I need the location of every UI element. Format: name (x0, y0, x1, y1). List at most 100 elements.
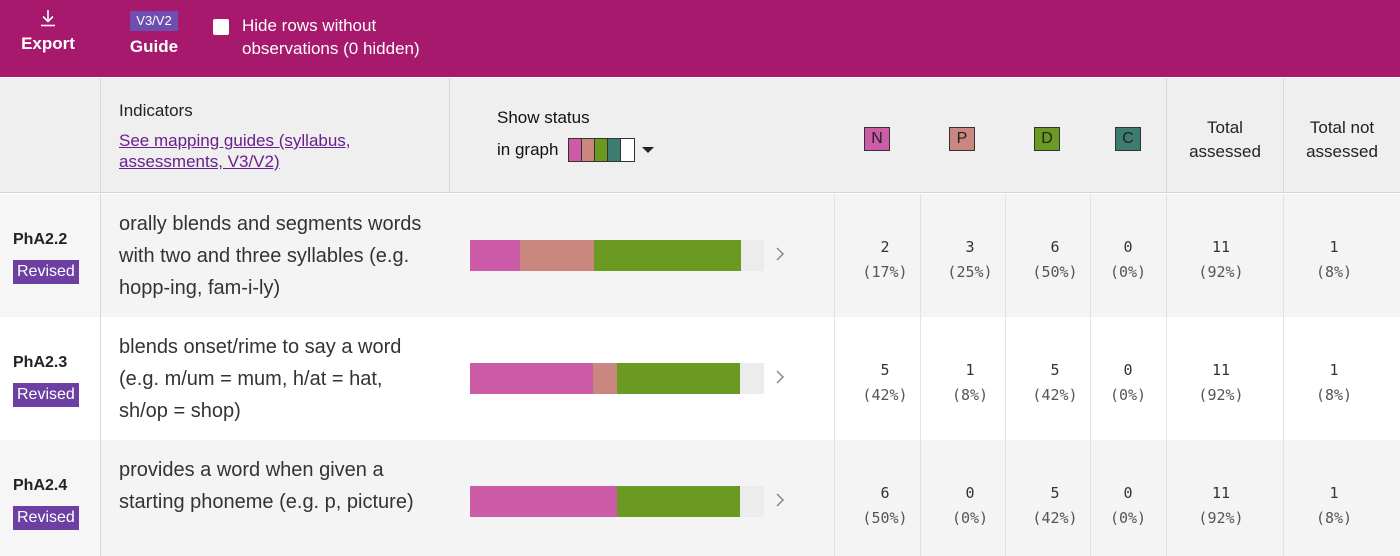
indicator-code: PhA2.3 (13, 354, 68, 371)
caret-down-icon[interactable] (642, 147, 655, 153)
swatch-n[interactable] (569, 139, 583, 161)
swatch-not-assessed[interactable] (621, 139, 635, 161)
revised-badge: Revised (13, 260, 79, 284)
indicator-code: PhA2.4 (13, 477, 68, 494)
hide-rows-checkbox[interactable] (213, 19, 229, 35)
count-percent: (0%) (951, 509, 989, 527)
count-percent: (50%) (862, 509, 908, 527)
revised-badge: Revised (13, 383, 79, 407)
level-d-badge: D (1034, 127, 1060, 151)
count-value: 5 (880, 361, 890, 379)
count-total-assessed: 11 (92%) (1186, 358, 1256, 408)
column-divider (834, 317, 835, 440)
guide-version-badge: V3/V2 (130, 11, 178, 31)
column-divider (1090, 194, 1091, 317)
count-percent: (8%) (1315, 263, 1353, 281)
count-value: 5 (1050, 484, 1060, 502)
table-row: PhA2.4 Revised provides a word when give… (0, 440, 1400, 556)
count-n: 2 (17%) (850, 235, 920, 285)
mapping-guides-link[interactable]: See mapping guides (syllabus, assessment… (119, 131, 351, 171)
indicator-id-cell: PhA2.2 Revised (0, 194, 101, 317)
hide-rows-toggle[interactable]: Hide rows without observations (0 hidden… (213, 14, 472, 60)
bar-segment-n (470, 486, 617, 517)
count-percent: (8%) (1315, 509, 1353, 527)
count-percent: (25%) (947, 263, 993, 281)
total-not-assessed-l2: assessed (1306, 142, 1378, 161)
count-percent: (50%) (1032, 263, 1078, 281)
guide-button[interactable]: V3/V2 Guide (120, 11, 188, 57)
count-not-assessed: 1 (8%) (1299, 481, 1369, 531)
bar-segment-p (520, 240, 594, 271)
count-percent: (8%) (951, 386, 989, 404)
chevron-right-icon[interactable] (773, 242, 787, 266)
chevron-right-icon[interactable] (773, 365, 787, 389)
status-bar[interactable] (470, 486, 764, 517)
export-button[interactable]: Export (10, 8, 86, 54)
count-percent: (17%) (862, 263, 908, 281)
column-divider (920, 194, 921, 317)
header-divider (100, 78, 101, 192)
bar-segment-d (594, 240, 741, 271)
column-divider (1005, 317, 1006, 440)
count-p: 0 (0%) (935, 481, 1005, 531)
total-assessed-l2: assessed (1189, 142, 1261, 161)
chevron-right-icon[interactable] (773, 488, 787, 512)
count-value: 1 (965, 361, 975, 379)
column-divider (1005, 440, 1006, 556)
status-graph-cell[interactable] (450, 317, 834, 440)
swatch-p[interactable] (582, 139, 596, 161)
count-value: 11 (1211, 238, 1231, 256)
count-value: 0 (1123, 238, 1133, 256)
indicators-header: Indicators See mapping guides (syllabus,… (119, 101, 439, 172)
swatch-d[interactable] (595, 139, 609, 161)
status-bar[interactable] (470, 363, 764, 394)
header-divider (449, 78, 450, 192)
status-graph-cell[interactable] (450, 440, 834, 556)
count-value: 1 (1329, 238, 1339, 256)
column-divider (920, 317, 921, 440)
show-status-label: Show status (497, 108, 590, 127)
indicator-description: provides a word when given a starting ph… (101, 440, 450, 556)
status-graph-cell[interactable] (450, 194, 834, 317)
indicator-id-cell: PhA2.3 Revised (0, 317, 101, 440)
top-toolbar: Export V3/V2 Guide Hide rows without obs… (0, 0, 1400, 77)
count-value: 0 (1123, 484, 1133, 502)
count-percent: (42%) (1032, 386, 1078, 404)
count-n: 5 (42%) (850, 358, 920, 408)
column-divider (1005, 194, 1006, 317)
status-bar[interactable] (470, 240, 764, 271)
count-percent: (42%) (1032, 509, 1078, 527)
column-divider (834, 440, 835, 556)
level-p-badge: P (949, 127, 975, 151)
count-total-assessed: 11 (92%) (1186, 235, 1256, 285)
table-header: Indicators See mapping guides (syllabus,… (0, 78, 1400, 193)
revised-badge: Revised (13, 506, 79, 530)
count-value: 5 (1050, 361, 1060, 379)
count-value: 11 (1211, 484, 1231, 502)
count-n: 6 (50%) (850, 481, 920, 531)
count-value: 2 (880, 238, 890, 256)
count-percent: (0%) (1109, 509, 1147, 527)
status-swatches[interactable] (568, 138, 636, 162)
count-percent: (8%) (1315, 386, 1353, 404)
header-divider (1166, 78, 1167, 192)
column-divider (1283, 194, 1284, 317)
total-not-assessed-header: Total not assessed (1284, 116, 1400, 164)
column-divider (1166, 194, 1167, 317)
swatch-c[interactable] (608, 139, 622, 161)
count-p: 1 (8%) (935, 358, 1005, 408)
column-divider (1090, 440, 1091, 556)
hide-rows-label: Hide rows without observations (0 hidden… (242, 16, 420, 58)
export-label: Export (21, 34, 75, 53)
count-value: 1 (1329, 361, 1339, 379)
count-d: 5 (42%) (1020, 358, 1090, 408)
count-c: 0 (0%) (1093, 235, 1163, 285)
bar-segment-n (470, 363, 593, 394)
download-icon (41, 10, 55, 27)
indicators-title: Indicators (119, 101, 193, 120)
bar-segment-d (617, 363, 740, 394)
indicator-id-cell: PhA2.4 Revised (0, 440, 101, 556)
count-percent: (0%) (1109, 263, 1147, 281)
count-not-assessed: 1 (8%) (1299, 235, 1369, 285)
count-value: 3 (965, 238, 975, 256)
